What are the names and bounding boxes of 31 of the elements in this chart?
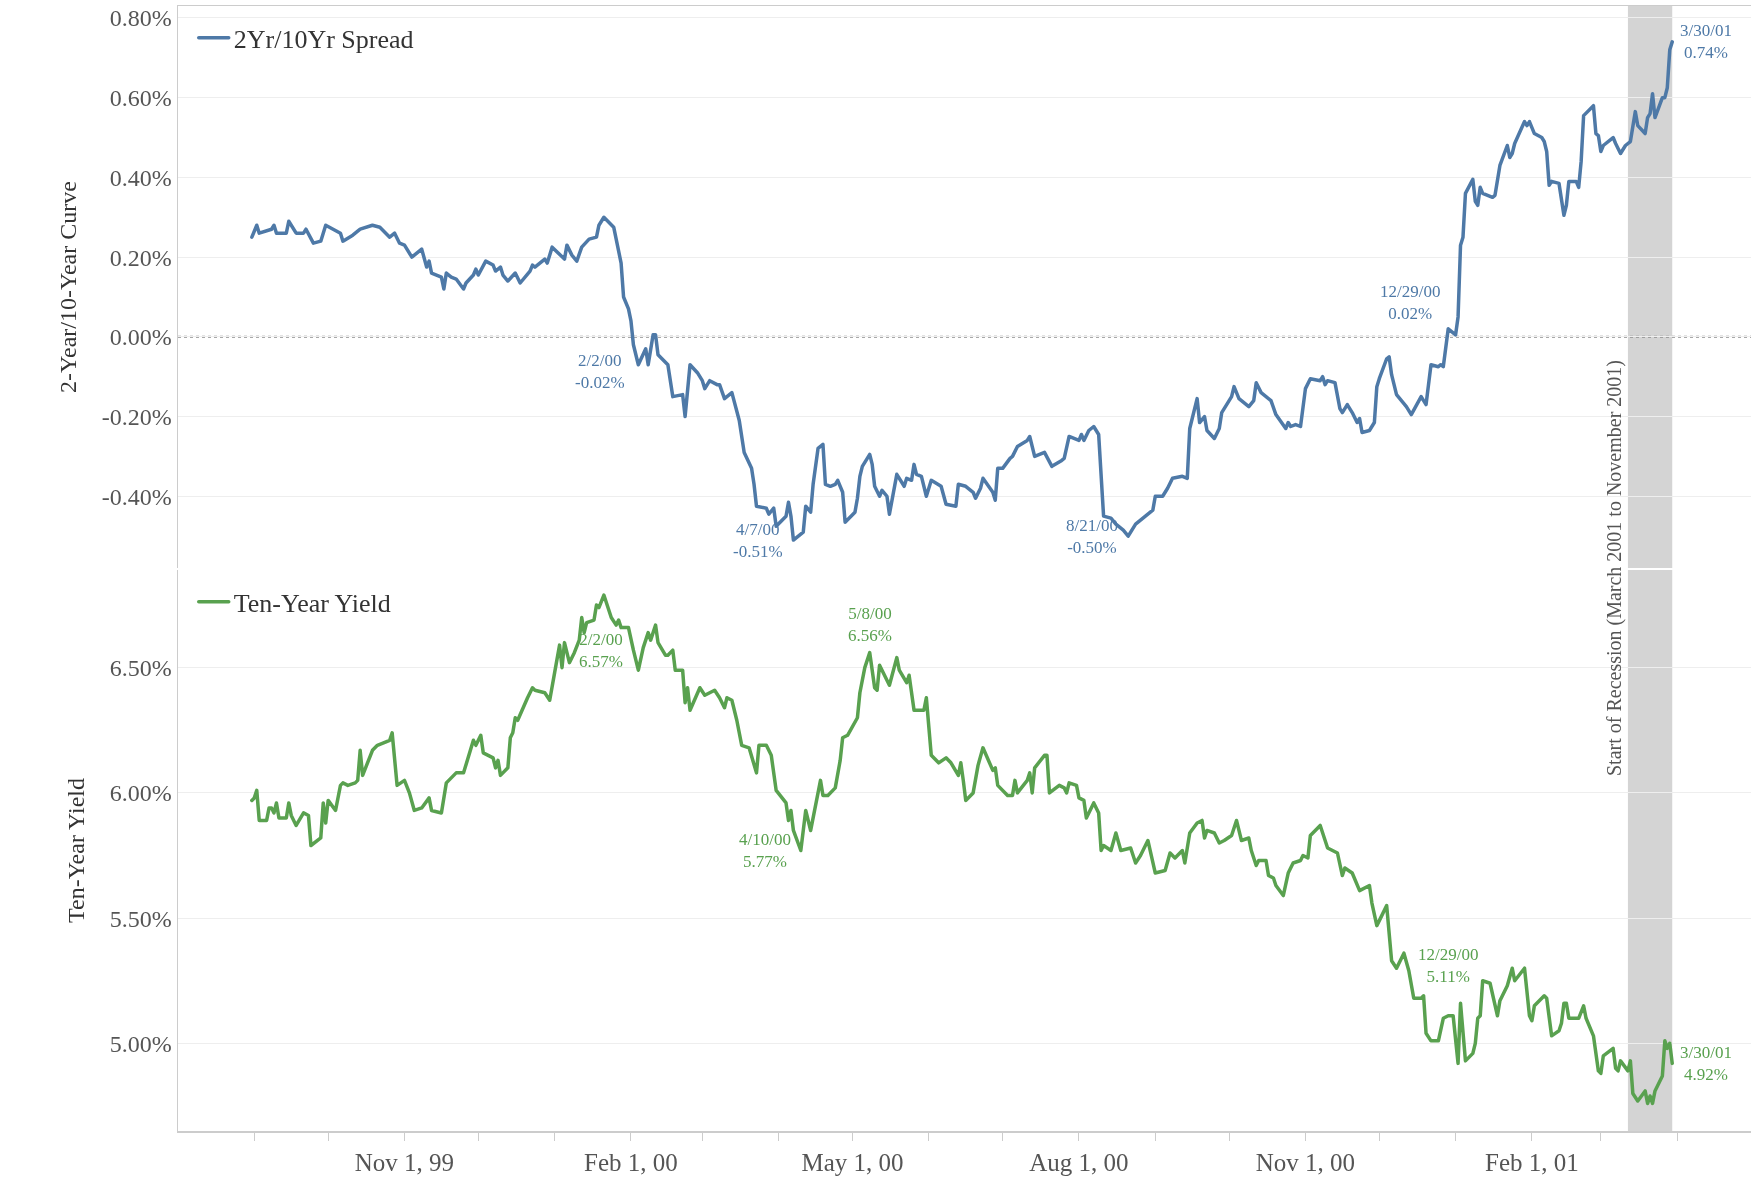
annotation: 2/2/00 -0.02%	[575, 351, 625, 393]
y-tick-label: 0.20%	[109, 244, 172, 271]
y-axis-title: Ten-Year Yield	[63, 778, 90, 923]
x-tick-label: Nov 1, 00	[1255, 1148, 1356, 1176]
x-tick-label: May 1, 00	[801, 1148, 904, 1176]
annotation: 3/30/01 0.74%	[1680, 21, 1732, 63]
annotation: 3/30/01 4.92%	[1680, 1043, 1732, 1085]
annotation: 2/2/00 6.57%	[579, 630, 623, 672]
annotation: 4/10/00 5.77%	[739, 830, 791, 872]
band-label: Start of Recession (March 2001 to November 2001)	[1601, 360, 1626, 777]
y-tick-label: 6.00%	[109, 780, 172, 807]
x-tick-label: Feb 1, 00	[584, 1148, 678, 1176]
y-tick-label: 0.80%	[109, 5, 172, 32]
annotation: 12/29/00 5.11%	[1418, 945, 1479, 987]
y-tick-label: -0.20%	[101, 403, 172, 430]
y-tick-label: 0.40%	[109, 164, 172, 191]
annotation: 5/8/00 6.56%	[848, 604, 892, 646]
legend-label: Ten-Year Yield	[233, 588, 391, 618]
x-tick-label: Nov 1, 99	[354, 1148, 455, 1176]
annotation: 12/29/00 0.02%	[1380, 282, 1441, 324]
y-axis-title: 2-Year/10-Year Curve	[55, 181, 82, 393]
legend-label: 2Yr/10Yr Spread	[233, 24, 414, 54]
y-tick-label: -0.40%	[101, 483, 172, 510]
x-tick-label: Feb 1, 01	[1485, 1148, 1579, 1176]
annotation: 4/7/00 -0.51%	[733, 520, 783, 562]
y-tick-label: 0.00%	[109, 324, 172, 351]
y-tick-label: 6.50%	[109, 655, 172, 682]
y-tick-label: 5.50%	[109, 905, 172, 932]
x-tick-label: Aug 1, 00	[1029, 1148, 1129, 1176]
y-tick-label: 0.60%	[109, 85, 172, 112]
y-tick-label: 5.00%	[109, 1030, 172, 1057]
